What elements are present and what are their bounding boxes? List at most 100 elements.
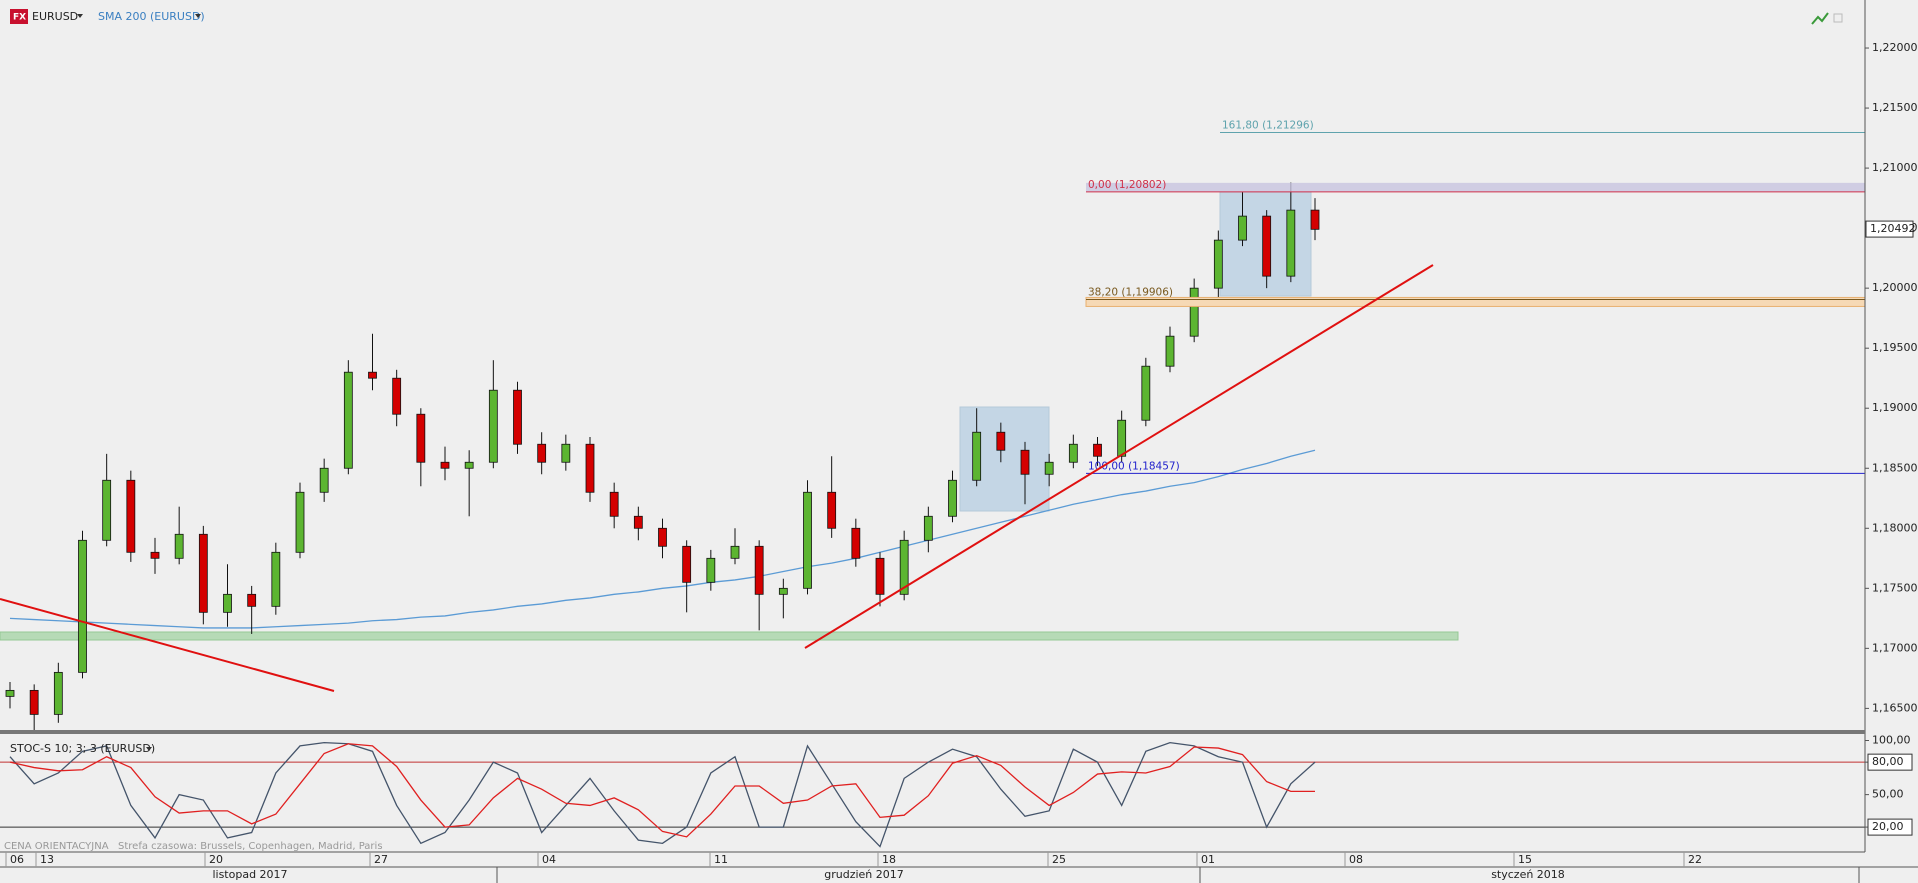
last-price-label: 1,20492 (1870, 222, 1916, 235)
x-tick-label: 08 (1349, 853, 1363, 866)
support-zone (0, 631, 1459, 641)
stoch-line (9, 741, 1316, 848)
y-tick-label: 1,21000 (1872, 161, 1918, 174)
candle-body (1310, 209, 1320, 230)
candle-body (972, 431, 982, 481)
fx-icon-text: FX (13, 13, 26, 23)
y-tick-label: 100,00 (1872, 733, 1911, 746)
candle-body (754, 545, 764, 595)
candle-body (875, 557, 885, 595)
x-tick-label: 04 (542, 853, 556, 866)
dropdown-arrow[interactable] (77, 14, 83, 18)
candle-body (899, 539, 909, 595)
candle-body (392, 377, 402, 415)
candle-body (223, 593, 232, 613)
y-tick-box (1867, 818, 1913, 836)
y-tick-box (1867, 753, 1913, 771)
candle-body (1068, 443, 1078, 463)
candle-body (198, 533, 208, 613)
y-tick-label: 1,18000 (1872, 521, 1918, 534)
y-tick-label: 1,16500 (1872, 701, 1918, 714)
candle-body (1238, 215, 1247, 241)
y-tick-label: 1,19500 (1872, 341, 1918, 354)
y-tick-label: 1,22000 (1872, 41, 1918, 54)
candle-body (319, 467, 329, 493)
month-label: styczeń 2018 (1491, 868, 1565, 881)
fib-label: 161,80 (1,21296) (1222, 120, 1314, 132)
month-label: listopad 2017 (212, 868, 287, 881)
fib-zone (1086, 182, 1865, 192)
y-tick-label: 1,17500 (1872, 581, 1918, 594)
x-tick-label: 15 (1518, 853, 1532, 866)
candle-body (948, 479, 957, 517)
candle-body (53, 671, 63, 715)
candle-body (1117, 419, 1127, 457)
candle-body (295, 491, 305, 553)
fib-label: 100,00 (1,18457) (1088, 460, 1180, 472)
candle-body (416, 413, 426, 463)
candle-body (730, 545, 740, 559)
fib-zone (1085, 296, 1866, 307)
candle-body (1141, 365, 1151, 421)
candle-body (513, 389, 522, 445)
x-tick-label: 11 (714, 853, 728, 866)
candle-body (923, 515, 933, 541)
chart-icon[interactable] (1811, 12, 1829, 25)
axes: 1,16500 1,17000 1,17500 1,18000 1,18500 1,190… (5, 41, 1918, 883)
indicator-label[interactable]: SMA 200 (EURUSD) (98, 10, 205, 23)
candle-body (440, 461, 450, 469)
dropdown-arrow[interactable] (146, 747, 152, 751)
candle-body (368, 371, 377, 379)
x-tick-label: 22 (1688, 853, 1702, 866)
fib-label: 0,00 (1,20802) (1088, 179, 1166, 191)
candle-body (1020, 449, 1030, 475)
y-tick-label: 1,17000 (1872, 641, 1918, 654)
marks: 161,80 (1,21296) 0,00 (1,20802) 38,20 (1,1… (0, 120, 1866, 848)
x-tick-label: 27 (374, 853, 388, 866)
candle-body (1286, 209, 1296, 277)
x-tick-label: 01 (1201, 853, 1215, 866)
candle-body (658, 527, 667, 547)
candle-body (488, 389, 498, 463)
candle-body (851, 527, 861, 559)
x-tick-label: 13 (40, 853, 54, 866)
candle-body (996, 431, 1006, 451)
x-tick-label: 18 (882, 853, 896, 866)
candle-body (1189, 287, 1199, 337)
symbol[interactable]: EURUSD (32, 10, 78, 23)
y-tick-label: 1,18500 (1872, 461, 1918, 474)
candle-body (1044, 461, 1054, 475)
candle-body (343, 371, 353, 469)
candle-body (682, 545, 692, 583)
y-tick-label: 1,21500 (1872, 101, 1918, 114)
window-icon[interactable] (1833, 13, 1843, 23)
month-label: grudzień 2017 (824, 868, 904, 881)
y-tick-label: 50,00 (1872, 788, 1904, 801)
fib-label: 38,20 (1,19906) (1088, 286, 1173, 298)
candle-body (561, 443, 571, 463)
stoch-title[interactable]: STOC-S 10; 3; 3 (EURUSD) (10, 742, 155, 755)
candle-body (633, 515, 643, 529)
candle-body (271, 551, 281, 607)
candle-body (126, 479, 136, 553)
candle-body (78, 539, 87, 673)
candle-body (827, 491, 837, 529)
fx-icon[interactable] (10, 9, 28, 24)
y-tick-label: 1,20000 (1872, 281, 1918, 294)
last-price-box (1865, 220, 1914, 238)
candle-body (464, 461, 474, 469)
timezone-note: Strefa czasowa: Brussels, Copenhagen, Ma… (118, 841, 383, 852)
candle-body (150, 551, 160, 559)
y-tick-label: 80,00 (1872, 755, 1904, 768)
trend-line (804, 264, 1434, 649)
pane-separator (0, 730, 1865, 734)
candle-body (1262, 215, 1272, 277)
dropdown-arrow[interactable] (195, 14, 201, 18)
candle-body (174, 533, 184, 559)
candle-body (29, 689, 39, 715)
y-tick-label: 20,00 (1872, 820, 1904, 833)
candle-body (585, 443, 595, 493)
